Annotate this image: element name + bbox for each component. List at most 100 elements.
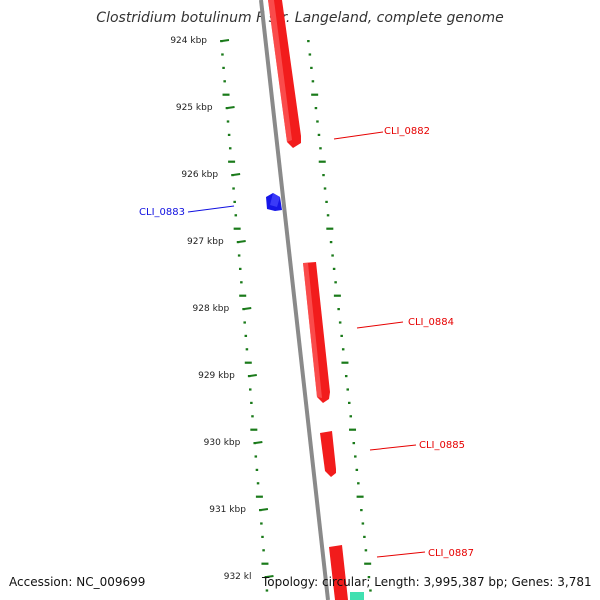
gene-label-cli-0885[interactable]: CLI_0885 bbox=[419, 440, 465, 451]
ruler-dot bbox=[245, 348, 249, 351]
tick-label: 928 kbp bbox=[193, 304, 230, 314]
ruler-dot bbox=[261, 535, 264, 538]
ruler-dot bbox=[240, 281, 243, 284]
ruler-dot bbox=[231, 174, 234, 177]
genome-backbone bbox=[259, 0, 330, 600]
ruler-dot bbox=[344, 375, 348, 378]
ruler-dot bbox=[334, 281, 337, 284]
gene-label-cli-0882[interactable]: CLI_0882 bbox=[384, 126, 430, 137]
ruler-dot bbox=[340, 334, 343, 337]
ruler-dot bbox=[329, 241, 333, 244]
ruler-dot bbox=[222, 93, 230, 96]
kbp-ticks: 924 kbp 925 kbp 926 kbp 927 kbp 928 kbp 929 k… bbox=[170, 36, 274, 582]
tick-mark bbox=[221, 39, 230, 42]
tick-mark bbox=[266, 575, 274, 578]
ruler-dot bbox=[352, 442, 356, 445]
tick-mark bbox=[227, 106, 235, 109]
ruler-dot bbox=[221, 53, 224, 56]
gene-feature-cli-0884[interactable] bbox=[303, 262, 330, 403]
ruler-dot bbox=[349, 415, 353, 418]
gene-label-cli-0883[interactable]: CLI_0883 bbox=[139, 207, 185, 218]
tick-label: 931 kbp bbox=[209, 505, 246, 515]
ruler-dot bbox=[262, 549, 265, 552]
ruler-dot bbox=[227, 133, 231, 136]
ruler-dot bbox=[363, 535, 366, 538]
gene-label-cli-0887[interactable]: CLI_0887 bbox=[428, 548, 474, 559]
ruler-dot bbox=[228, 147, 232, 150]
ruler-dot bbox=[238, 267, 242, 270]
ruler-dot bbox=[331, 254, 334, 257]
ruler-dot bbox=[236, 241, 240, 244]
callout-line-cli-0885 bbox=[369, 444, 417, 451]
gene-feature-cli-0885[interactable] bbox=[320, 431, 336, 477]
ruler-dot bbox=[244, 334, 248, 337]
topology-summary: Topology: circular; Length: 3,995,387 bp… bbox=[262, 575, 592, 589]
ruler-dot bbox=[232, 187, 235, 190]
tick-mark bbox=[232, 173, 241, 176]
ruler-dot bbox=[253, 442, 256, 445]
ruler-dot bbox=[347, 401, 351, 404]
ruler-dot bbox=[311, 80, 315, 83]
callout-line-cli-0883 bbox=[187, 205, 235, 213]
gene-feature-cli-0887[interactable] bbox=[329, 545, 348, 600]
tick-mark bbox=[238, 240, 246, 243]
ruler-dot bbox=[264, 576, 268, 579]
accession-label: Accession: NC_009699 bbox=[9, 575, 146, 589]
tick-label: 926 kbp bbox=[181, 170, 218, 180]
ruler-dot bbox=[311, 93, 319, 96]
ruler-dot bbox=[356, 495, 364, 498]
ruler-dot bbox=[332, 267, 336, 270]
ruler-dot bbox=[260, 522, 263, 525]
tick-label: 925 kbp bbox=[176, 103, 213, 113]
gene-feature-cli-0882[interactable] bbox=[268, 0, 301, 148]
tick-mark bbox=[244, 307, 252, 310]
tick-label: 929 kbp bbox=[198, 371, 235, 381]
ruler-dot bbox=[314, 107, 318, 110]
ruler-dot bbox=[222, 66, 225, 69]
ruler-dot bbox=[364, 549, 368, 552]
ruler-dot bbox=[325, 200, 328, 203]
ruler-dot bbox=[326, 227, 334, 230]
ruler-dot bbox=[310, 66, 313, 69]
ruler-dots-left bbox=[220, 40, 269, 592]
ruler-dot bbox=[256, 482, 260, 485]
ruler-dot bbox=[323, 187, 327, 190]
callout-line-cli-0887 bbox=[376, 551, 426, 558]
ruler-dot bbox=[254, 455, 258, 458]
ruler-dot bbox=[341, 348, 345, 351]
ruler-dot bbox=[341, 361, 349, 364]
ruler-dot bbox=[255, 468, 259, 471]
ruler-dot bbox=[226, 120, 230, 123]
ruler-dot bbox=[316, 120, 319, 123]
tick-label: 932 kl bbox=[224, 572, 252, 582]
ruler-dot bbox=[234, 214, 238, 217]
ruler-dot bbox=[225, 107, 229, 110]
ruler-dot bbox=[244, 361, 252, 364]
ruler-dot bbox=[233, 227, 241, 230]
ruler-dot bbox=[354, 455, 357, 458]
ruler-dot bbox=[251, 415, 254, 418]
ruler-dot bbox=[355, 468, 359, 471]
tick-label: 927 kbp bbox=[187, 237, 224, 247]
ruler-dot bbox=[247, 375, 251, 378]
ruler-dot bbox=[255, 495, 263, 498]
ruler-dot bbox=[250, 428, 258, 431]
ruler-dot bbox=[237, 254, 241, 257]
tick-mark bbox=[260, 508, 269, 511]
ruler-dot bbox=[239, 294, 247, 297]
ruler-dot bbox=[265, 589, 269, 592]
ruler-dot bbox=[364, 562, 372, 565]
ruler-dots-right bbox=[307, 40, 372, 592]
ruler-dot bbox=[249, 388, 252, 391]
ruler-dot bbox=[361, 522, 365, 525]
ruler-dot bbox=[338, 321, 342, 324]
gene-feature-teal[interactable] bbox=[350, 592, 364, 600]
ruler-dot bbox=[337, 308, 340, 311]
ruler-dot bbox=[346, 388, 349, 391]
ruler-dot bbox=[233, 200, 236, 203]
gene-feature-cli-0883[interactable] bbox=[266, 193, 282, 211]
ruler-dot bbox=[367, 576, 371, 579]
gene-label-cli-0884[interactable]: CLI_0884 bbox=[408, 317, 454, 328]
ruler-dot bbox=[250, 401, 253, 404]
